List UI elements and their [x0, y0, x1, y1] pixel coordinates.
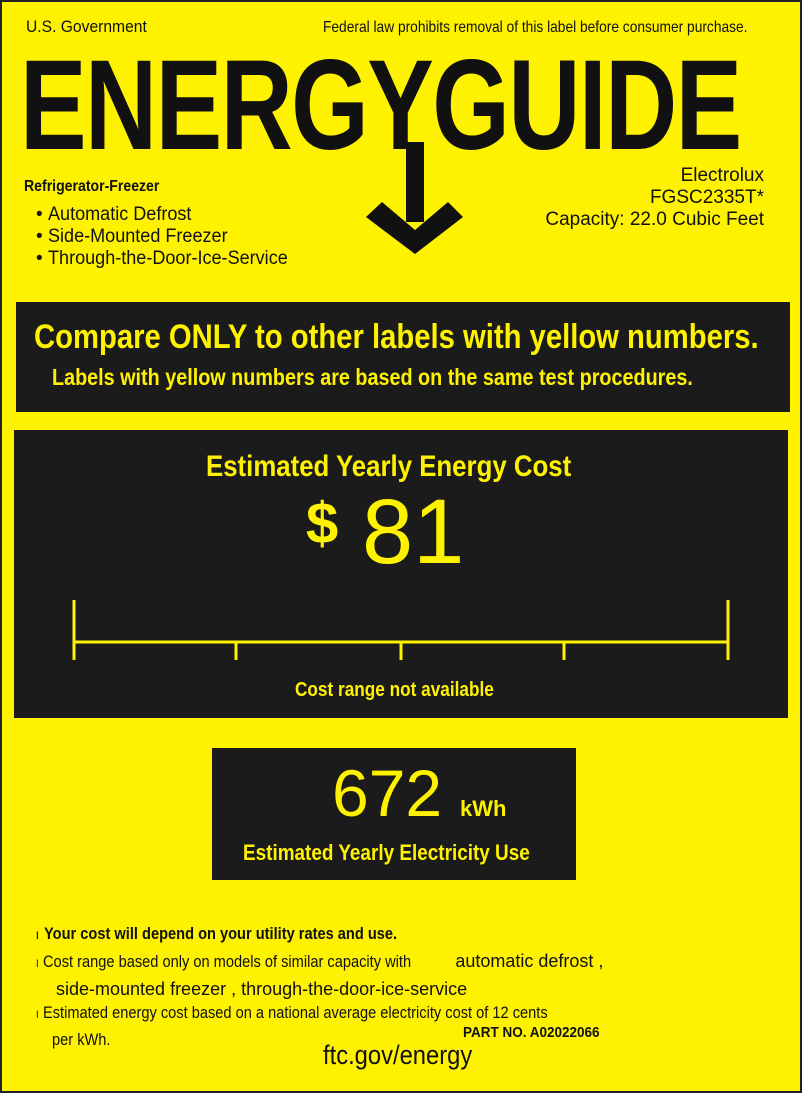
- cost-panel: Estimated Yearly Energy Cost $ 81 Cost r…: [14, 430, 788, 718]
- removal-notice: Federal law prohibits removal of this la…: [323, 19, 748, 36]
- note-estimate: ǀ Estimated energy cost based on a natio…: [36, 1003, 549, 1022]
- compare-banner: Compare ONLY to other labels with yellow…: [16, 302, 790, 412]
- part-number: PART NO. A02022066: [463, 1024, 600, 1041]
- cost-amount: 81: [362, 481, 465, 583]
- compare-headline: Compare ONLY to other labels with yellow…: [34, 318, 759, 356]
- note-per-kwh: per kWh.: [52, 1030, 111, 1049]
- currency-symbol: $: [306, 491, 339, 556]
- footer-notes: ǀ Your cost will depend on your utility …: [36, 922, 630, 1052]
- kwh-unit: kWh: [460, 796, 507, 821]
- ftc-link[interactable]: ftc.gov/energy: [323, 1040, 473, 1070]
- feature-item: • Automatic Defrost: [36, 204, 192, 225]
- cost-range-note: Cost range not available: [295, 679, 494, 701]
- note-features: side-mounted freezer , through-the-door-…: [56, 979, 468, 999]
- note-cost-range: ǀ Cost range based only on models of sim…: [36, 951, 604, 971]
- capacity: Capacity: 22.0 Cubic Feet: [545, 209, 764, 230]
- compare-subline: Labels with yellow numbers are based on …: [52, 364, 693, 390]
- electricity-label: Estimated Yearly Electricity Use: [243, 840, 530, 865]
- arrow-down-icon: [366, 142, 463, 254]
- energyguide-logo: ENERGYGUIDE: [20, 34, 742, 177]
- model-info: Electrolux FGSC2335T* Capacity: 22.0 Cub…: [545, 165, 764, 231]
- note-utility: ǀ Your cost will depend on your utility …: [36, 924, 397, 943]
- kwh-value: 672: [332, 756, 443, 830]
- government-label: U.S. Government: [26, 17, 147, 36]
- brand: Electrolux: [680, 165, 764, 186]
- model-number: FGSC2335T*: [649, 187, 764, 208]
- feature-list: • Automatic Defrost • Side-Mounted Freez…: [36, 204, 300, 270]
- feature-item: • Through-the-Door-Ice-Service: [36, 248, 288, 269]
- feature-item: • Side-Mounted Freezer: [36, 226, 228, 247]
- cost-range-scale: [72, 600, 730, 660]
- electricity-panel: 672 kWh Estimated Yearly Electricity Use: [212, 748, 576, 880]
- cost-title: Estimated Yearly Energy Cost: [206, 450, 572, 483]
- product-type: Refrigerator-Freezer: [24, 178, 160, 195]
